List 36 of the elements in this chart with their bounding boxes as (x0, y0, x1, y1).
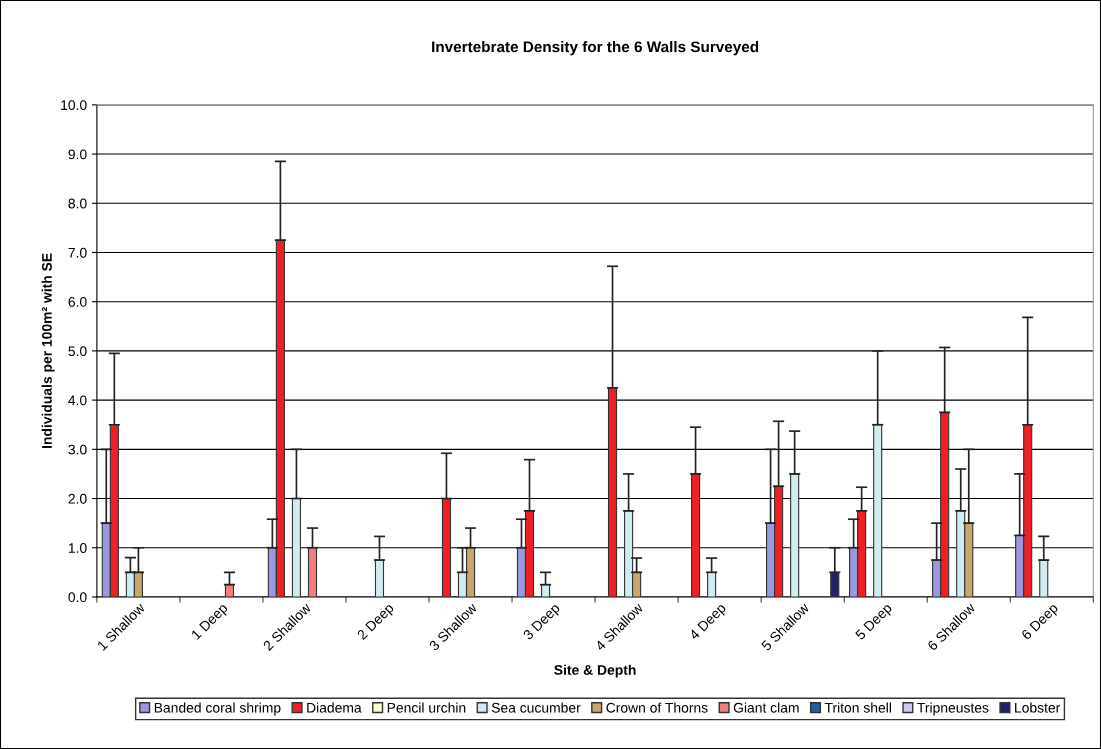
legend-label: Pencil urchin (387, 702, 466, 713)
y-tick-label: 2.0 (68, 493, 87, 504)
y-tick-label: 5.0 (68, 346, 87, 357)
bar (873, 424, 883, 597)
bar (690, 473, 701, 597)
bar (830, 571, 840, 597)
legend-label: Giant clam (733, 702, 799, 713)
y-tick-label: 4.0 (68, 395, 87, 406)
bar (441, 497, 452, 597)
y-tick-label: 0.0 (68, 592, 87, 603)
y-tick-label: 1.0 (68, 543, 87, 553)
y-tick-label: 8.0 (68, 198, 87, 209)
bar (607, 387, 618, 597)
chart-title: Invertebrate Density for the 6 Walls Surveyed (432, 41, 759, 56)
bar (224, 584, 235, 597)
legend-label: Crown of Thorns (606, 702, 708, 713)
y-tick-label: 9.0 (68, 149, 87, 160)
y-tick-label: 7.0 (68, 247, 87, 258)
bar (307, 547, 318, 597)
bar (790, 473, 800, 597)
y-tick-label: 3.0 (68, 444, 87, 455)
y-tick-label: 10.0 (61, 100, 87, 111)
y-tick-label: 6.0 (68, 297, 87, 307)
bar (291, 497, 302, 597)
y-axis-title: Individuals per 100m² with SE (41, 253, 55, 448)
x-axis-title: Site & Depth (554, 664, 636, 678)
bar (374, 559, 385, 597)
legend-label: Triton shell (824, 702, 891, 713)
bar (707, 571, 717, 597)
bar (1039, 559, 1049, 597)
legend-label: Diadema (307, 702, 362, 713)
bar (540, 584, 551, 597)
legend-label: Lobster (1015, 702, 1061, 713)
legend-label: Banded coral shrimp (154, 702, 281, 716)
legend-label: Sea cucumber (491, 702, 581, 713)
legend-label: Tripneustes (917, 702, 989, 716)
